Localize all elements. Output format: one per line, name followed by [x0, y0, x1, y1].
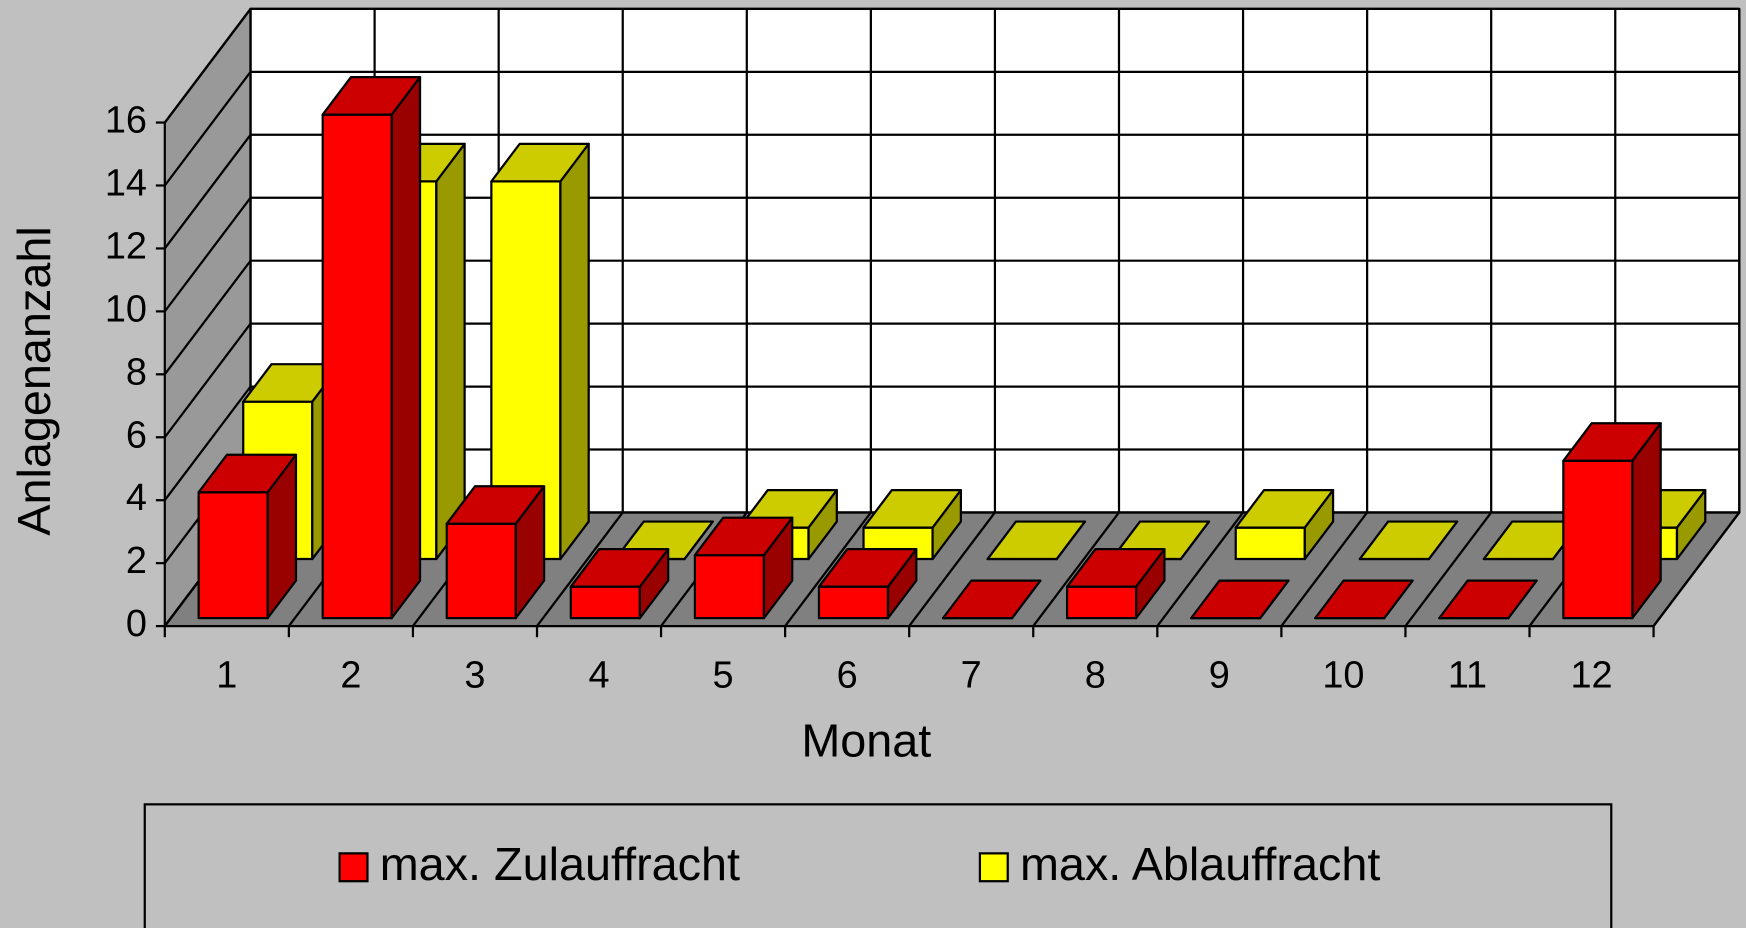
x-tick-label: 5	[713, 654, 734, 696]
x-axis-title: Monat	[801, 715, 931, 767]
x-tick-label: 2	[340, 654, 361, 696]
x-tick-label: 9	[1209, 654, 1230, 696]
y-axis-title: Anlagenanzahl	[8, 226, 60, 536]
bar-top	[445, 485, 546, 525]
bar-top	[1314, 579, 1414, 620]
category-grid-line	[1280, 8, 1369, 627]
category-grid-line	[908, 8, 997, 627]
bar-top	[569, 548, 670, 588]
bar	[1358, 520, 1459, 561]
y-tick-label: 2	[126, 540, 147, 582]
bar-front	[1234, 526, 1306, 561]
bar-front	[197, 491, 269, 620]
bar	[1314, 579, 1414, 620]
x-tick-label: 10	[1322, 654, 1364, 696]
bar	[1562, 422, 1662, 620]
bar-top	[1358, 520, 1459, 561]
legend-swatch	[338, 852, 369, 883]
bar-top	[693, 516, 794, 557]
category-grid-line	[1652, 8, 1741, 627]
y-tick-label: 4	[126, 477, 147, 519]
bar	[569, 548, 670, 620]
bar	[197, 453, 298, 620]
bar-top	[1065, 548, 1166, 588]
bar-top	[490, 142, 590, 183]
x-tick-label: 3	[464, 654, 485, 696]
x-tick-label: 4	[588, 654, 609, 696]
x-tick-label: 11	[1448, 654, 1487, 696]
bar-top	[817, 548, 918, 588]
category-grid-line	[1404, 8, 1493, 627]
bar-side	[559, 142, 590, 561]
bar	[1190, 579, 1290, 620]
y-tick-label: 6	[126, 414, 147, 456]
bar-front	[569, 585, 641, 620]
bar	[1234, 488, 1335, 561]
bar	[1438, 579, 1538, 620]
y-tick-label: 16	[105, 100, 147, 142]
y-tick-label: 8	[126, 351, 147, 393]
x-tick-label: 8	[1085, 654, 1106, 696]
x-tick-label: 7	[961, 654, 982, 696]
category-grid-line	[536, 8, 624, 627]
legend-box	[143, 803, 1613, 928]
bar-front	[817, 585, 890, 620]
bar-front	[693, 554, 766, 620]
legend-label: max. Zulauffracht	[380, 838, 740, 890]
bar-top	[1438, 579, 1538, 620]
bar-top	[862, 488, 962, 529]
y-tick-label: 10	[105, 288, 147, 330]
bar-top	[986, 520, 1087, 561]
bar-top	[197, 453, 298, 494]
category-grid-line	[784, 8, 872, 627]
bar	[693, 516, 794, 620]
category-grid-line	[1032, 8, 1121, 627]
legend-swatch	[978, 852, 1009, 883]
x-tick-label: 12	[1570, 654, 1612, 696]
bar	[321, 75, 422, 620]
bar-front	[321, 113, 393, 620]
y-tick-label: 12	[105, 225, 147, 267]
bar	[941, 579, 1042, 620]
bar-top	[1190, 579, 1290, 620]
bar-front	[445, 522, 517, 620]
bar-top	[321, 75, 422, 116]
bar-top	[1562, 422, 1662, 462]
y-tick-label: 0	[126, 603, 147, 645]
bar	[986, 520, 1087, 561]
bar-side	[435, 142, 466, 561]
bar-top	[1234, 488, 1335, 529]
bar-top	[941, 579, 1042, 620]
bar-side	[390, 75, 422, 620]
bar-front	[1562, 459, 1634, 620]
category-grid-line	[660, 8, 748, 627]
bar	[445, 485, 546, 620]
legend-label: max. Ablauffracht	[1020, 838, 1380, 890]
bar	[817, 548, 918, 620]
x-tick-label: 6	[837, 654, 858, 696]
bar-front	[1065, 585, 1138, 620]
x-tick-label: 1	[216, 654, 237, 696]
category-grid-line	[1156, 8, 1245, 627]
y-tick-label: 14	[105, 162, 147, 204]
bar	[1065, 548, 1166, 620]
